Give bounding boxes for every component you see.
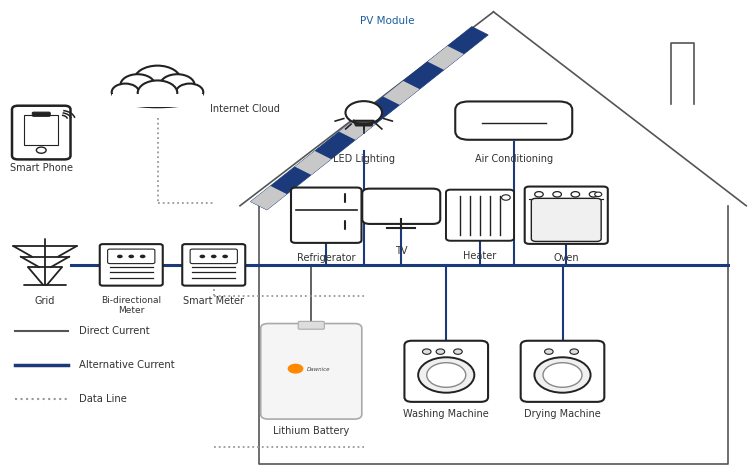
Circle shape [200, 254, 206, 258]
Circle shape [454, 349, 462, 354]
Circle shape [590, 192, 598, 197]
Bar [24, 115, 58, 146]
Text: Internet Cloud: Internet Cloud [210, 104, 280, 114]
Polygon shape [251, 26, 488, 210]
Circle shape [595, 192, 602, 196]
Circle shape [535, 357, 590, 393]
FancyBboxPatch shape [446, 190, 514, 241]
Text: Washing Machine: Washing Machine [404, 409, 489, 419]
Polygon shape [295, 151, 331, 175]
Polygon shape [251, 186, 286, 210]
Circle shape [570, 349, 578, 354]
Text: Oven: Oven [554, 253, 579, 263]
Circle shape [134, 66, 181, 95]
FancyBboxPatch shape [531, 198, 602, 241]
FancyBboxPatch shape [100, 244, 163, 286]
Text: Grid: Grid [34, 296, 56, 306]
FancyBboxPatch shape [362, 189, 440, 224]
Circle shape [571, 192, 580, 197]
FancyBboxPatch shape [525, 186, 608, 244]
Circle shape [112, 84, 139, 101]
Circle shape [176, 84, 203, 101]
Polygon shape [427, 46, 464, 70]
Circle shape [211, 254, 217, 258]
Circle shape [120, 74, 155, 96]
FancyBboxPatch shape [520, 341, 605, 402]
Circle shape [544, 349, 554, 354]
Text: Alternative Current: Alternative Current [79, 360, 174, 370]
FancyBboxPatch shape [261, 324, 362, 419]
Circle shape [419, 357, 474, 393]
Circle shape [287, 364, 303, 374]
Circle shape [160, 74, 195, 96]
FancyBboxPatch shape [32, 112, 50, 116]
Circle shape [543, 363, 582, 387]
Text: Direct Current: Direct Current [79, 326, 149, 336]
Text: Smart Meter: Smart Meter [183, 296, 244, 306]
Circle shape [436, 349, 445, 354]
Text: Smart Phone: Smart Phone [10, 163, 73, 173]
Circle shape [222, 254, 228, 258]
Text: Air Conditioning: Air Conditioning [475, 154, 553, 164]
Circle shape [553, 192, 562, 197]
Circle shape [422, 349, 431, 354]
Circle shape [502, 195, 510, 200]
Text: Lithium Battery: Lithium Battery [273, 426, 350, 436]
Polygon shape [383, 81, 419, 105]
FancyBboxPatch shape [182, 244, 245, 286]
Polygon shape [339, 116, 375, 140]
Circle shape [346, 101, 382, 124]
FancyBboxPatch shape [298, 321, 324, 329]
Text: TV: TV [395, 246, 407, 256]
FancyBboxPatch shape [12, 106, 70, 159]
FancyBboxPatch shape [455, 102, 572, 140]
FancyBboxPatch shape [108, 249, 154, 263]
Circle shape [36, 147, 46, 153]
Text: PV Module: PV Module [360, 16, 415, 26]
Circle shape [535, 192, 543, 197]
Circle shape [140, 254, 146, 258]
Circle shape [128, 254, 134, 258]
Circle shape [138, 80, 177, 105]
Circle shape [117, 254, 123, 258]
Bar [112, 94, 202, 107]
Text: Drying Machine: Drying Machine [524, 409, 601, 419]
Text: Dawnice: Dawnice [307, 367, 331, 372]
Circle shape [427, 363, 466, 387]
Text: Bi-directional
Meter: Bi-directional Meter [101, 296, 161, 315]
FancyBboxPatch shape [190, 249, 237, 263]
FancyBboxPatch shape [404, 341, 488, 402]
Text: Data Line: Data Line [79, 394, 127, 404]
FancyBboxPatch shape [291, 188, 362, 243]
Text: Refrigerator: Refrigerator [297, 253, 356, 263]
Text: Heater: Heater [464, 251, 496, 261]
Text: LED Lighting: LED Lighting [333, 154, 394, 164]
